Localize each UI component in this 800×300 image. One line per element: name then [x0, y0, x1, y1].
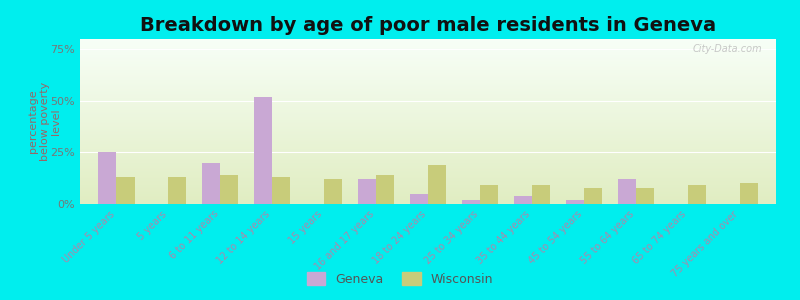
Bar: [376, 175, 394, 204]
Bar: [98, 152, 116, 204]
Bar: [688, 185, 706, 204]
Bar: [428, 165, 446, 204]
Bar: [532, 185, 550, 204]
Y-axis label: percentage
below poverty
level: percentage below poverty level: [28, 82, 62, 161]
Text: City-Data.com: City-Data.com: [693, 44, 762, 54]
Bar: [168, 177, 186, 204]
Bar: [254, 97, 272, 204]
Bar: [220, 175, 238, 204]
Bar: [116, 177, 134, 204]
Bar: [324, 179, 342, 204]
Bar: [584, 188, 602, 204]
Bar: [514, 196, 532, 204]
Legend: Geneva, Wisconsin: Geneva, Wisconsin: [302, 267, 498, 291]
Bar: [202, 163, 220, 204]
Bar: [480, 185, 498, 204]
Bar: [566, 200, 584, 204]
Bar: [740, 183, 758, 204]
Title: Breakdown by age of poor male residents in Geneva: Breakdown by age of poor male residents …: [140, 16, 716, 35]
Bar: [358, 179, 376, 204]
Bar: [462, 200, 480, 204]
Bar: [272, 177, 290, 204]
Bar: [410, 194, 428, 204]
Bar: [636, 188, 654, 204]
Bar: [618, 179, 636, 204]
